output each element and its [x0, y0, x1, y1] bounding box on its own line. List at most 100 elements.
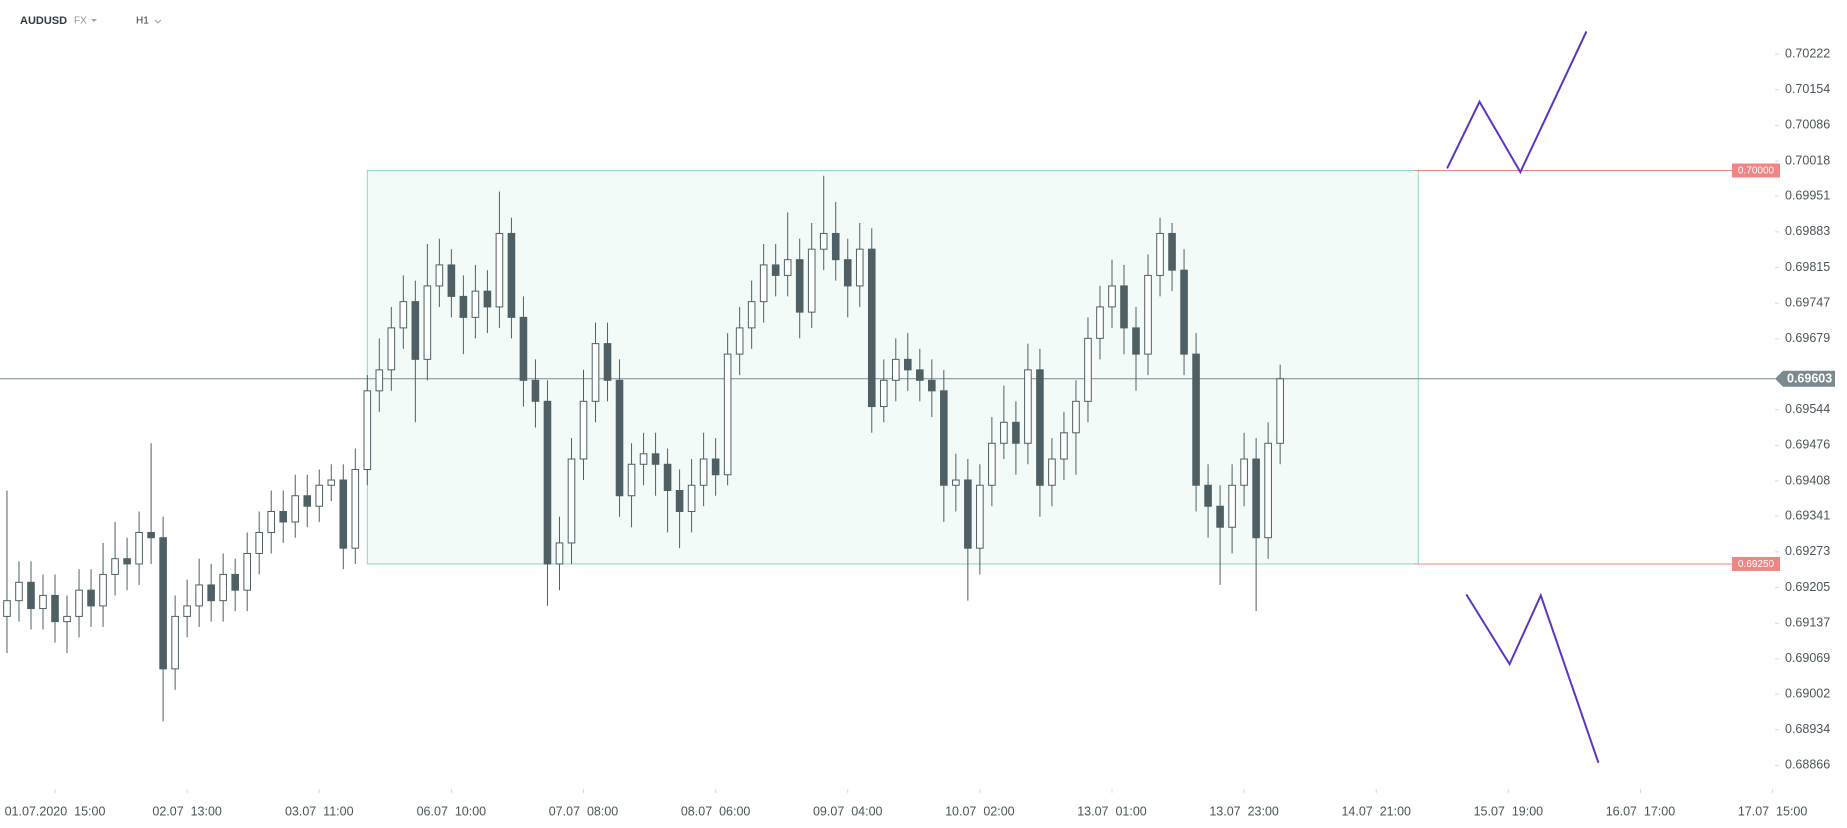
candle-body — [627, 463, 636, 497]
candle-body — [723, 353, 732, 476]
candle — [940, 369, 948, 522]
y-tick-label: 0.69747 — [1785, 296, 1830, 310]
interval[interactable]: H1 — [136, 16, 149, 27]
candle — [1048, 438, 1056, 507]
candle — [435, 238, 444, 307]
candle — [819, 175, 828, 271]
candle-body — [1264, 442, 1272, 539]
candle — [1216, 485, 1224, 585]
candle-body — [747, 301, 756, 329]
candle — [135, 511, 143, 585]
candle-body — [867, 248, 876, 408]
candle-body — [555, 542, 564, 565]
y-tick-label: 0.69137 — [1785, 616, 1830, 630]
candle-body — [231, 573, 239, 591]
candle-body — [15, 581, 23, 602]
candle-body — [916, 369, 924, 381]
candle — [1108, 259, 1116, 328]
candle — [207, 563, 215, 622]
y-tick-label: 0.69544 — [1785, 402, 1830, 416]
candle — [531, 359, 540, 428]
candle — [1180, 249, 1188, 376]
candle-body — [639, 453, 648, 465]
candle-body — [891, 358, 900, 381]
candle — [603, 322, 612, 402]
current-price-tag — [1775, 370, 1835, 387]
candle-body — [531, 379, 540, 402]
candle — [1120, 264, 1128, 355]
candle — [279, 490, 288, 543]
candle — [483, 270, 492, 334]
candle — [928, 359, 936, 418]
candle-body — [363, 390, 372, 471]
candle — [1072, 380, 1080, 475]
candle-body — [903, 358, 912, 371]
candle — [303, 474, 312, 528]
y-tick-label: 0.69951 — [1785, 188, 1830, 202]
candle — [15, 561, 23, 622]
candle-body — [1192, 353, 1200, 486]
candle-body — [1120, 285, 1128, 329]
x-tick-label: 16.07 17:00 — [1606, 804, 1676, 818]
candle — [1024, 343, 1032, 465]
candle-body — [495, 232, 504, 308]
candle — [1276, 364, 1284, 465]
symbol[interactable]: AUDUSD — [20, 15, 67, 27]
candle-body — [195, 584, 203, 607]
candle-body — [63, 615, 71, 623]
candle-body — [519, 316, 528, 381]
candle-body — [387, 327, 396, 371]
candle — [1264, 422, 1272, 559]
candle-body — [1144, 274, 1152, 355]
candle-body — [952, 479, 960, 486]
candle-body — [795, 259, 804, 313]
candle — [711, 438, 720, 496]
candle — [51, 574, 59, 643]
candle-body — [1048, 458, 1056, 486]
candle — [903, 333, 912, 391]
candle — [519, 296, 528, 407]
candle — [591, 322, 600, 423]
candle — [988, 417, 996, 507]
candle — [231, 558, 239, 612]
candle-body — [183, 605, 191, 617]
candle — [1252, 438, 1260, 612]
market[interactable]: FX — [74, 16, 87, 27]
candle-body — [135, 531, 143, 565]
candle-body — [399, 301, 408, 329]
candle-body — [303, 495, 312, 507]
x-tick-label: 14.07 21:00 — [1341, 804, 1411, 818]
candle-body — [243, 552, 251, 591]
candle — [1240, 432, 1248, 507]
candle — [387, 306, 396, 391]
candle-body — [1276, 378, 1284, 444]
scenario-line — [1446, 31, 1588, 175]
candle — [459, 275, 468, 355]
candle — [964, 459, 972, 601]
candle — [363, 375, 372, 486]
y-tick-label: 0.70222 — [1785, 46, 1830, 60]
candle — [879, 359, 888, 423]
candle-body — [3, 600, 11, 617]
candle-body — [807, 248, 816, 313]
candle-body — [219, 573, 227, 602]
candle — [507, 217, 516, 339]
candle-body — [591, 343, 600, 402]
dropdown-icon[interactable] — [154, 19, 162, 24]
candle — [1132, 306, 1140, 391]
y-tick-label: 0.69679 — [1785, 331, 1830, 345]
candle — [1144, 254, 1152, 376]
candle — [867, 228, 876, 433]
candle — [843, 238, 852, 318]
candle — [399, 275, 408, 349]
candle-body — [51, 594, 59, 623]
dropdown-icon[interactable] — [91, 19, 97, 22]
candle-body — [1168, 232, 1176, 271]
candle — [567, 438, 576, 564]
candle-body — [99, 573, 107, 607]
current-price-label: 0.69603 — [1787, 372, 1832, 386]
candle — [783, 212, 792, 297]
candle-body — [1108, 285, 1116, 308]
x-tick-label: 07.07 08:00 — [549, 804, 619, 818]
